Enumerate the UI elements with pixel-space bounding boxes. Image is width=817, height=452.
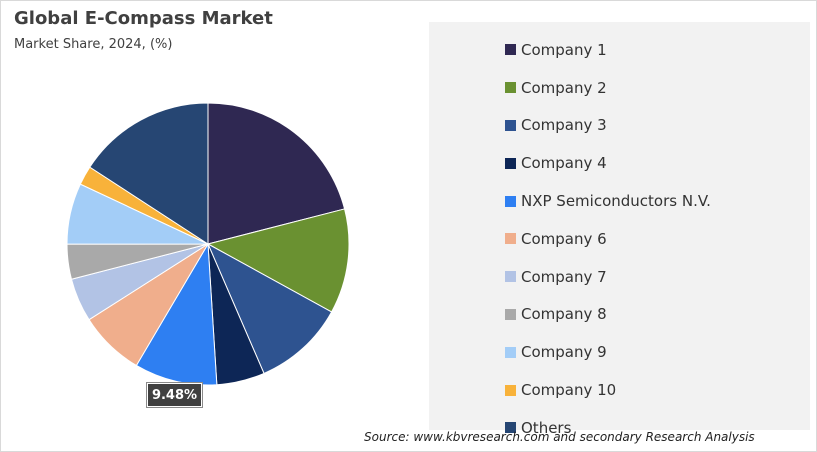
pie-slice-company-1 [207, 102, 346, 245]
legend-item: Company 1 [505, 31, 711, 69]
pie-slice-others [89, 102, 209, 245]
legend-swatch [505, 195, 516, 207]
pie-slice-nxp-semiconductors-n-v [135, 242, 218, 386]
legend-label: Company 10 [521, 381, 617, 400]
legend-label: Company 2 [521, 78, 607, 97]
legend-label: NXP Semiconductors N.V. [521, 192, 711, 211]
legend-item: NXP Semiconductors N.V. [505, 182, 711, 220]
legend-item: Company 4 [505, 144, 711, 182]
legend-swatch [505, 157, 516, 169]
legend-swatch [505, 422, 516, 434]
chart-legend: Company 1 Company 2 Company 3 Company 4 NXP … [505, 31, 711, 447]
legend-swatch [505, 233, 516, 245]
legend-label: Company 7 [521, 267, 607, 286]
chart-title: Global E-Compass Market [14, 8, 273, 29]
legend-swatch [505, 271, 516, 283]
legend-label: Company 1 [521, 40, 607, 59]
legend-label: Company 9 [521, 343, 607, 362]
legend-item: Company 9 [505, 333, 711, 371]
legend-item: Company 3 [505, 107, 711, 145]
legend-label: Company 4 [521, 154, 607, 173]
legend-swatch [505, 308, 516, 320]
legend-item: Company 7 [505, 258, 711, 296]
legend-swatch [505, 82, 516, 94]
legend-label: Others [521, 418, 572, 437]
data-label-nxp: 9.48% [147, 383, 202, 407]
legend-item: Company 2 [505, 69, 711, 107]
pie-slice-company-2 [206, 208, 350, 313]
legend-item: Company 6 [505, 220, 711, 258]
data-label-text: 9.48% [151, 387, 198, 403]
legend-label: Company 3 [521, 116, 607, 135]
legend-label: Company 6 [521, 229, 607, 248]
legend-swatch [505, 384, 516, 396]
pie-slice-company-3 [206, 242, 333, 375]
legend-item: Others [505, 409, 711, 447]
legend-swatch [505, 346, 516, 358]
legend-label: Company 8 [521, 305, 607, 324]
legend-swatch [505, 119, 516, 131]
legend-panel [429, 22, 810, 430]
legend-swatch [505, 44, 516, 56]
source-note: Source: www.kbvresearch.com and secondar… [364, 430, 755, 444]
legend-item: Company 8 [505, 296, 711, 334]
chart-subtitle: Market Share, 2024, (%) [14, 37, 173, 52]
legend-item: Company 10 [505, 371, 711, 409]
